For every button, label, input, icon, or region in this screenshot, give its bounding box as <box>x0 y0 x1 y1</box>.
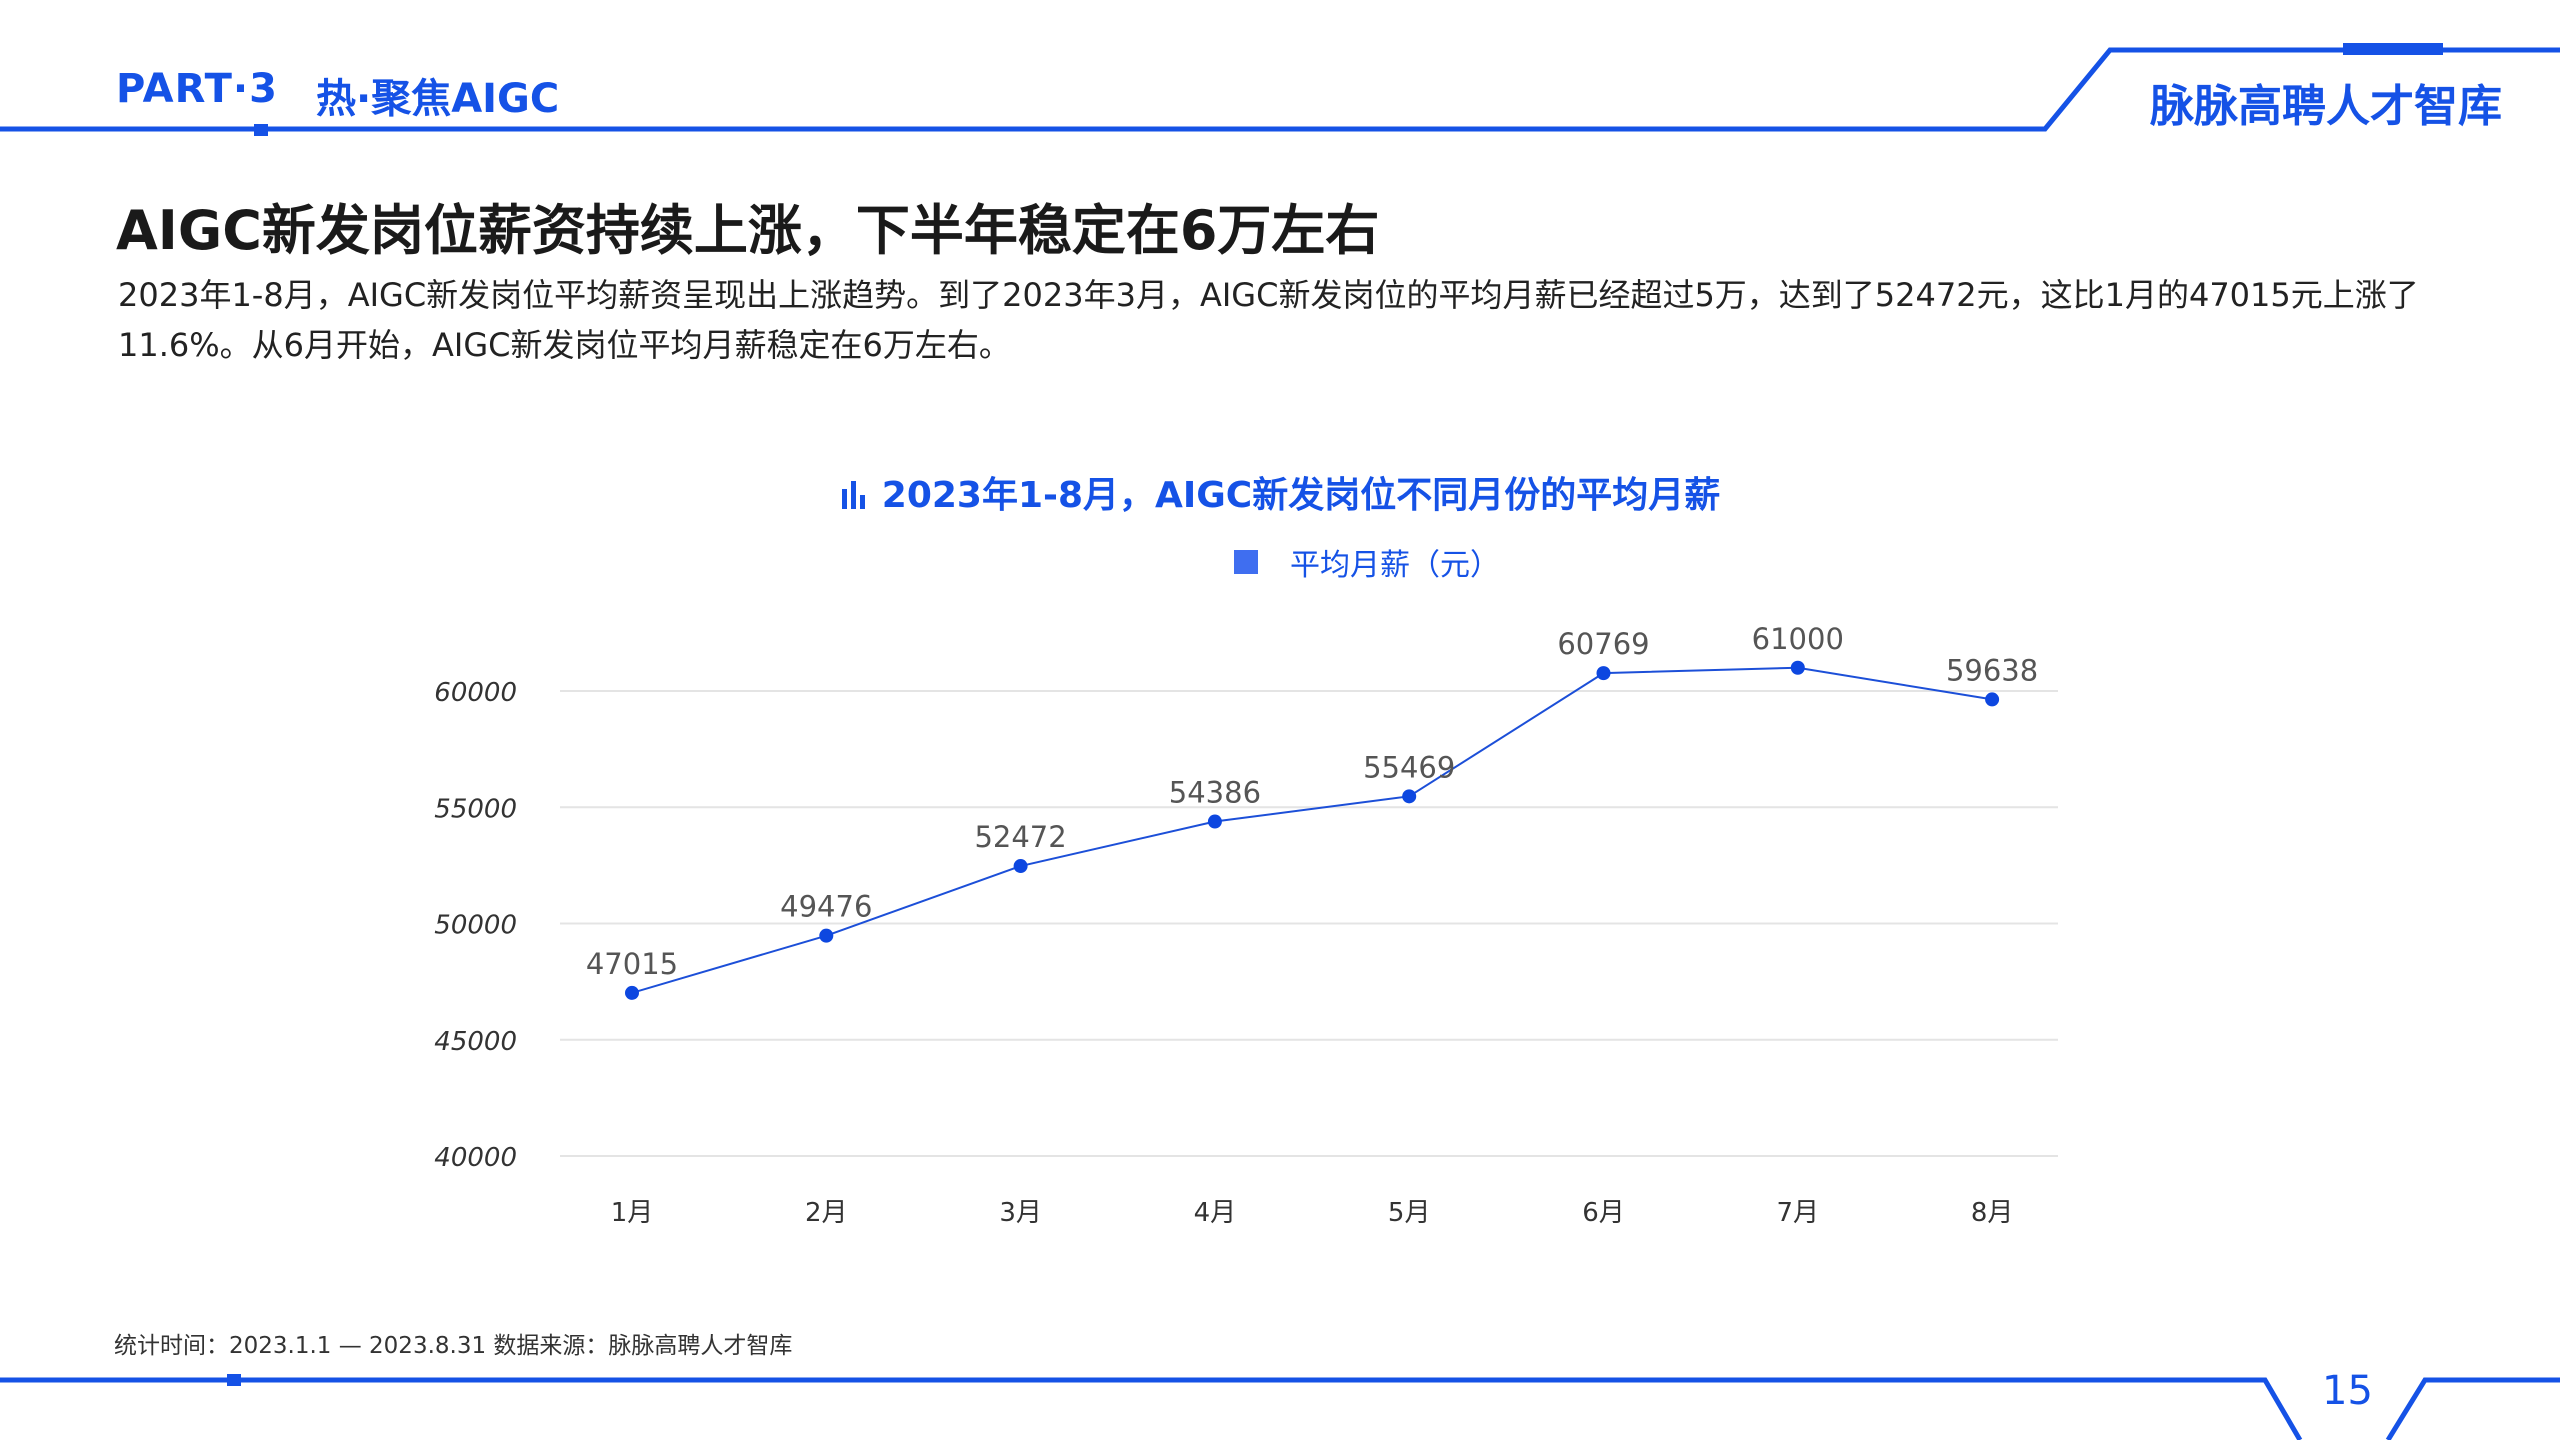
data-label: 49476 <box>780 890 872 924</box>
page-title: AIGC新发岗位薪资持续上涨，下半年稳定在6万左右 <box>116 199 1380 262</box>
x-tick-label: 1月 <box>611 1198 654 1228</box>
y-tick-label: 45000 <box>434 1027 517 1057</box>
brand-name: 脉脉高聘人才智库 <box>2150 81 2502 132</box>
x-tick-label: 8月 <box>1971 1198 2014 1228</box>
footer-decoration <box>0 1374 2560 1440</box>
data-label: 61000 <box>1752 622 1844 656</box>
x-tick-label: 7月 <box>1777 1198 1820 1228</box>
series-line <box>631 666 1993 994</box>
data-source-note: 统计时间：2023.1.1 — 2023.8.31 数据来源：脉脉高聘人才智库 <box>114 1333 793 1359</box>
data-point <box>1207 814 1222 829</box>
page-description: 2023年1-8月，AIGC新发岗位平均薪资呈现出上涨趋势。到了2023年3月，… <box>118 276 2419 364</box>
y-tick-label: 60000 <box>434 678 517 708</box>
x-tick-label: 3月 <box>999 1198 1042 1228</box>
x-tick-label: 5月 <box>1388 1198 1431 1228</box>
data-point <box>819 928 834 943</box>
data-label: 54386 <box>1169 776 1261 810</box>
part-label: PART·3 <box>116 66 278 112</box>
chart-title-text: 2023年1-8月，AIGC新发岗位不同月份的平均月薪 <box>881 475 1721 516</box>
section-topic: 热·聚焦AIGC <box>316 76 560 122</box>
data-point <box>1402 789 1417 804</box>
data-label: 52472 <box>974 820 1066 854</box>
y-tick-label: 55000 <box>434 794 517 824</box>
chart-legend: 平均月薪（元） <box>1234 542 1500 583</box>
x-tick-label: 4月 <box>1194 1198 1237 1228</box>
header-decoration <box>0 43 2560 136</box>
y-tick-label: 50000 <box>434 911 517 941</box>
legend-swatch <box>1234 550 1258 574</box>
data-point <box>1985 692 2000 707</box>
data-point <box>625 985 639 1000</box>
chart-title: 2023年1-8月，AIGC新发岗位不同月份的平均月薪 <box>0 466 2560 518</box>
data-label: 60769 <box>1557 627 1649 661</box>
data-label: 47015 <box>586 947 678 981</box>
data-label: 55469 <box>1363 750 1455 784</box>
bar-chart-icon <box>841 481 865 509</box>
page-number: 15 <box>2322 1368 2373 1414</box>
x-tick-label: 6月 <box>1582 1198 1625 1228</box>
y-tick-label: 40000 <box>434 1143 517 1173</box>
legend-label: 平均月薪（元） <box>1290 548 1500 583</box>
x-tick-label: 2月 <box>805 1198 848 1228</box>
data-label: 59638 <box>1946 653 2038 687</box>
data-point <box>1790 660 1805 675</box>
data-point <box>1013 859 1028 874</box>
data-point <box>1596 666 1611 681</box>
